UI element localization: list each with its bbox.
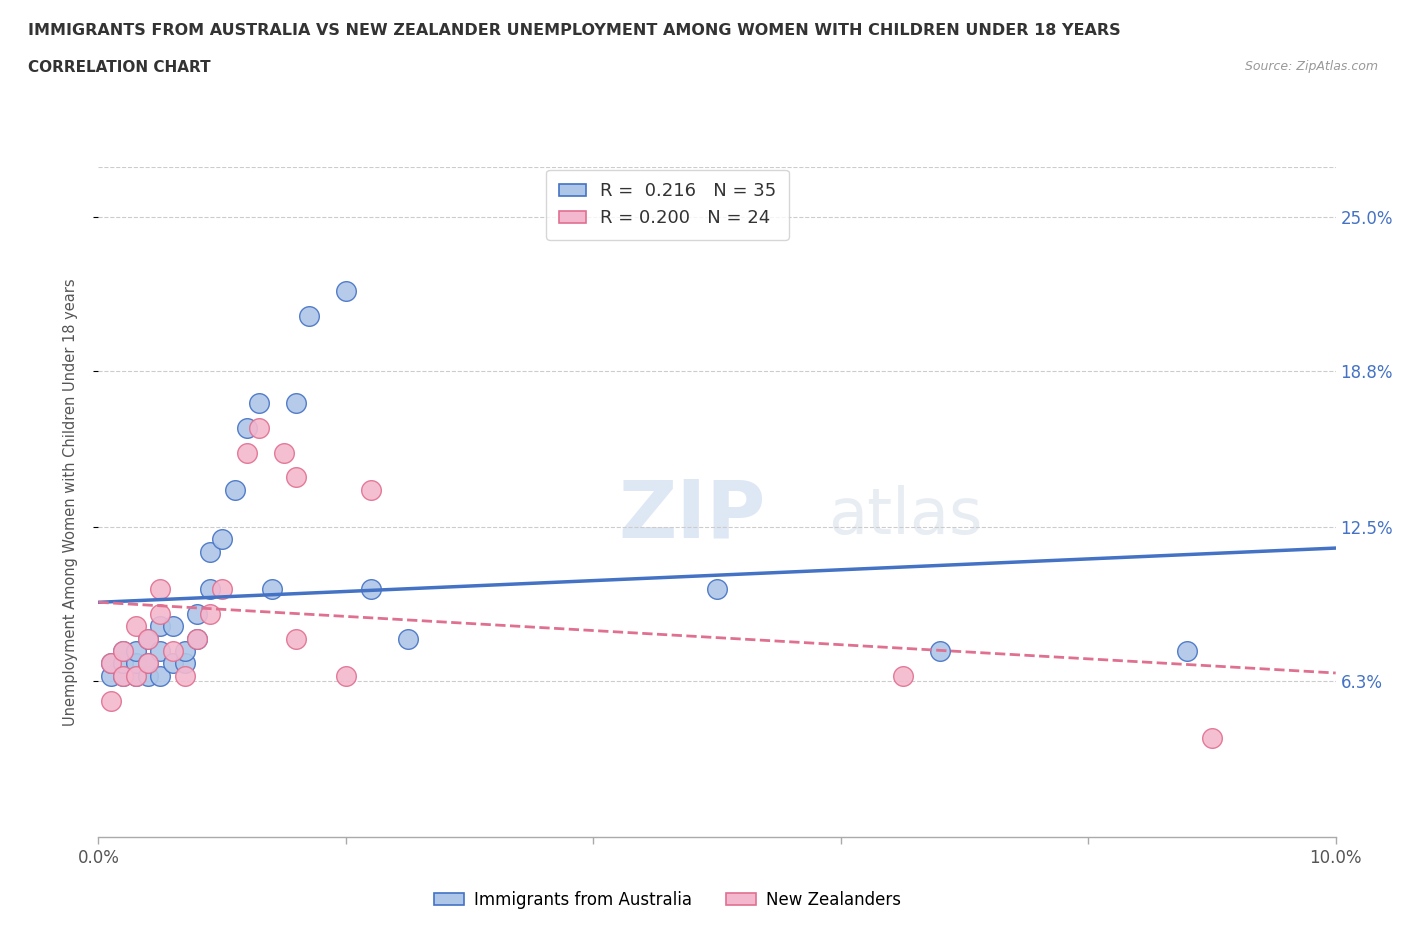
- Legend: Immigrants from Australia, New Zealanders: Immigrants from Australia, New Zealander…: [427, 884, 907, 916]
- Point: [124, 618, 146, 633]
- Point: [100, 656, 122, 671]
- Point: [360, 483, 382, 498]
- Point: [273, 445, 295, 460]
- Point: [211, 581, 233, 596]
- Point: [396, 631, 419, 646]
- Point: [149, 644, 172, 658]
- Point: [112, 656, 135, 671]
- Point: [136, 669, 159, 684]
- Point: [198, 581, 221, 596]
- Point: [124, 669, 146, 684]
- Point: [247, 420, 270, 435]
- Point: [112, 644, 135, 658]
- Point: [211, 532, 233, 547]
- Text: atlas: atlas: [828, 485, 983, 547]
- Point: [174, 644, 197, 658]
- Point: [136, 631, 159, 646]
- Point: [124, 644, 146, 658]
- Point: [891, 669, 914, 684]
- Point: [198, 544, 221, 559]
- Point: [149, 581, 172, 596]
- Point: [260, 581, 283, 596]
- Point: [149, 618, 172, 633]
- Point: [236, 445, 259, 460]
- Point: [162, 644, 184, 658]
- Y-axis label: Unemployment Among Women with Children Under 18 years: Unemployment Among Women with Children U…: [63, 278, 77, 726]
- Text: ZIP: ZIP: [619, 476, 765, 554]
- Point: [112, 669, 135, 684]
- Text: CORRELATION CHART: CORRELATION CHART: [28, 60, 211, 75]
- Point: [186, 606, 208, 621]
- Point: [162, 618, 184, 633]
- Point: [186, 631, 208, 646]
- Text: IMMIGRANTS FROM AUSTRALIA VS NEW ZEALANDER UNEMPLOYMENT AMONG WOMEN WITH CHILDRE: IMMIGRANTS FROM AUSTRALIA VS NEW ZEALAND…: [28, 23, 1121, 38]
- Point: [174, 656, 197, 671]
- Point: [285, 470, 308, 485]
- Point: [100, 669, 122, 684]
- Point: [1201, 730, 1223, 745]
- Point: [136, 656, 159, 671]
- Point: [706, 581, 728, 596]
- Point: [149, 606, 172, 621]
- Point: [285, 395, 308, 410]
- Point: [136, 631, 159, 646]
- Point: [335, 284, 357, 299]
- Point: [298, 309, 321, 324]
- Point: [100, 656, 122, 671]
- Point: [100, 693, 122, 708]
- Point: [112, 669, 135, 684]
- Point: [186, 631, 208, 646]
- Point: [124, 656, 146, 671]
- Point: [162, 656, 184, 671]
- Point: [149, 669, 172, 684]
- Point: [198, 606, 221, 621]
- Point: [112, 644, 135, 658]
- Point: [224, 483, 246, 498]
- Point: [335, 669, 357, 684]
- Point: [124, 669, 146, 684]
- Point: [247, 395, 270, 410]
- Point: [174, 669, 197, 684]
- Point: [285, 631, 308, 646]
- Point: [136, 656, 159, 671]
- Point: [928, 644, 950, 658]
- Point: [1175, 644, 1198, 658]
- Text: Source: ZipAtlas.com: Source: ZipAtlas.com: [1244, 60, 1378, 73]
- Point: [360, 581, 382, 596]
- Point: [236, 420, 259, 435]
